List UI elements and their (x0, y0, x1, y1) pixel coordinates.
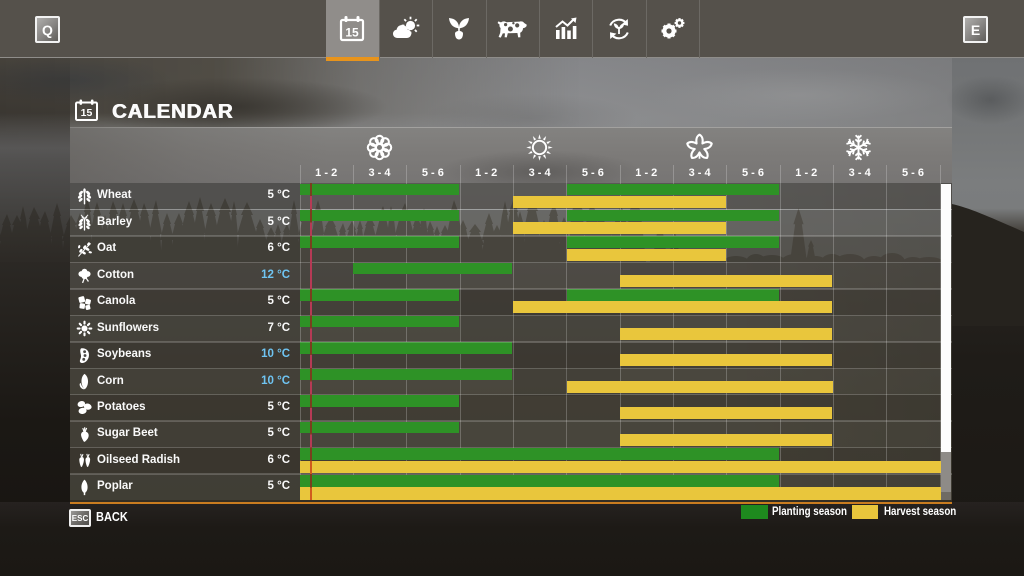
svg-text:15: 15 (81, 107, 93, 119)
svg-text:15: 15 (346, 26, 360, 40)
